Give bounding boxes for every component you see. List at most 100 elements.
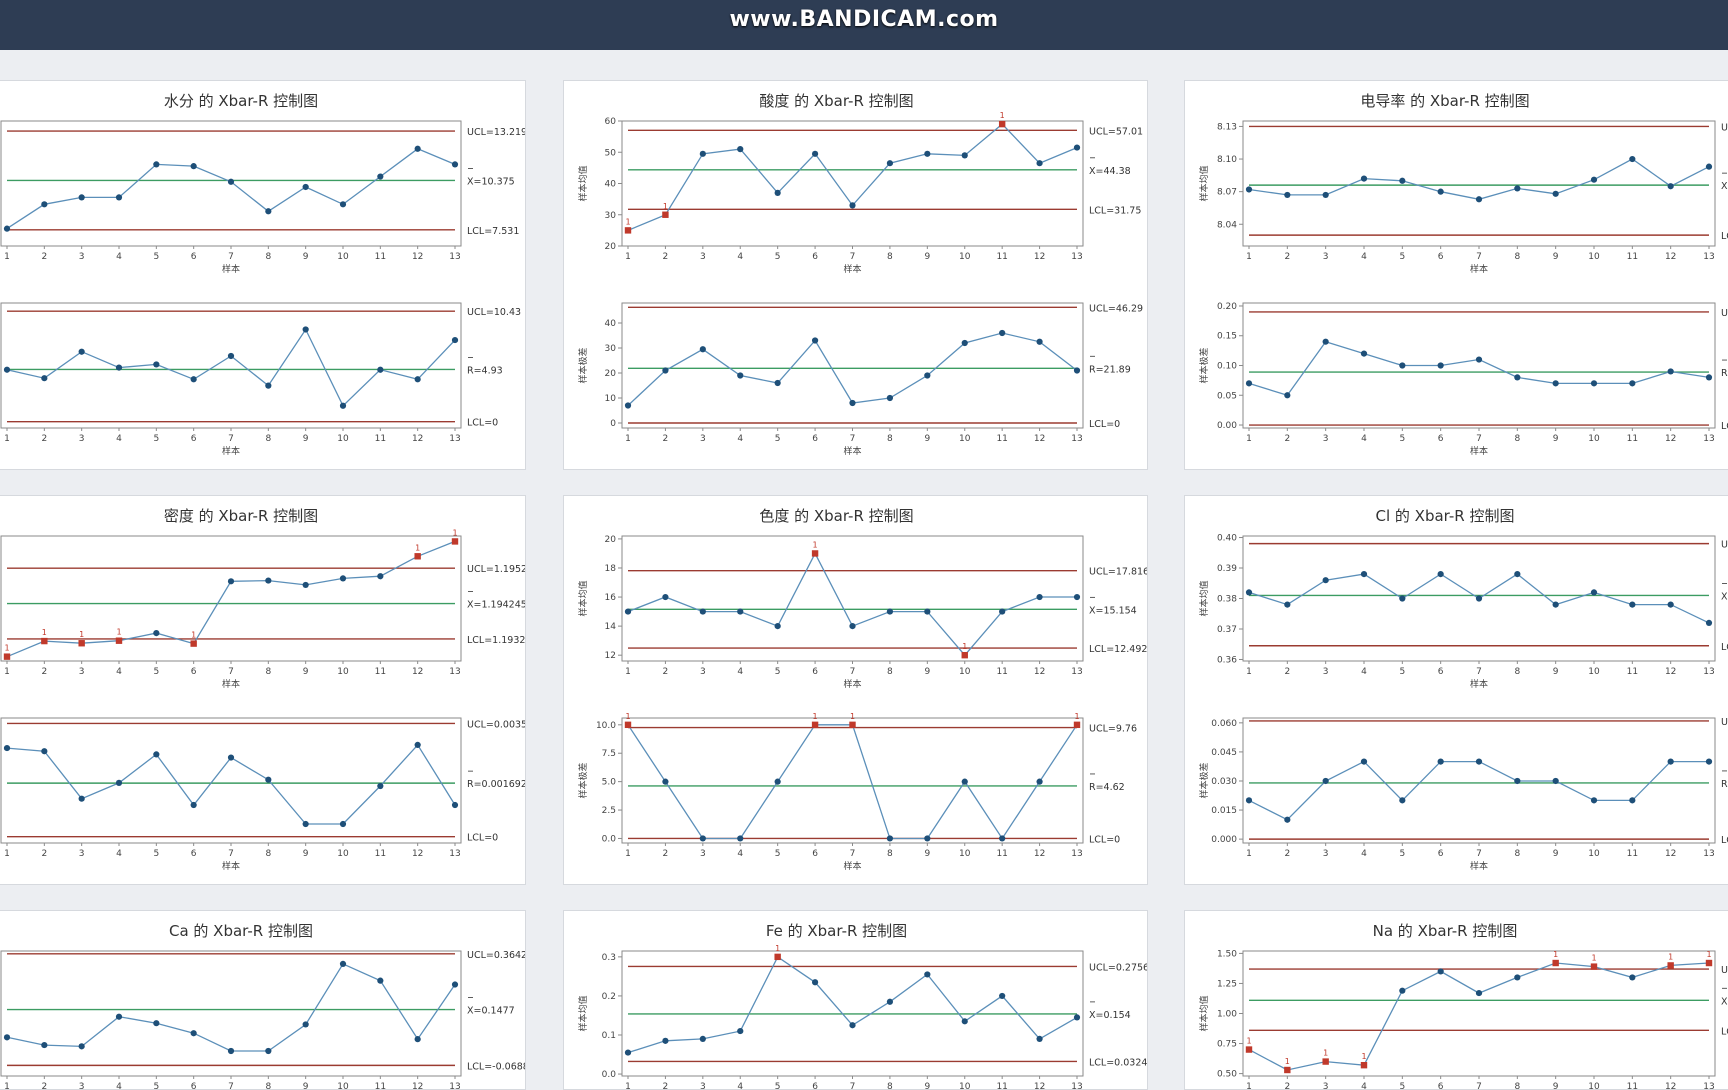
xbar-y-tick-label: 8.07	[1217, 188, 1237, 198]
xbar-x-tick-label: 11	[1627, 252, 1638, 262]
xbar-y-tick-label: 0.39	[1217, 564, 1237, 574]
xbar-x-tick-label: 12	[1665, 667, 1676, 677]
xbar-data-point	[1514, 185, 1521, 192]
xbar-x-tick-label: 4	[737, 667, 743, 677]
range-x-tick-label: 10	[959, 849, 971, 859]
xbar-x-tick-label: 6	[191, 252, 197, 262]
range-x-tick-label: 11	[996, 434, 1007, 444]
xbar-data-point	[1036, 160, 1043, 167]
control-chart-panel: Cl 的 Xbar-R 控制图 0.36 0.37 0.38 0.39 0.40 样本均值 U…	[1184, 495, 1728, 885]
range-data-point	[999, 835, 1006, 842]
range-x-tick-label: 8	[887, 434, 893, 444]
xbar-data-point	[3, 225, 11, 232]
range-x-tick-label: 4	[116, 434, 122, 444]
range-x-tick-label: 2	[41, 434, 47, 444]
xbar-flag-marker: 1	[663, 202, 668, 211]
range-ucl-label: UCL=0.	[1721, 717, 1728, 728]
range-x-axis-label: 样本	[843, 860, 861, 872]
xbar-x-tick-label: 2	[41, 252, 47, 262]
xbar-x-tick-label: 6	[1438, 252, 1444, 262]
xbar-flag-marker: 1	[1323, 1049, 1328, 1058]
xbar-data-point	[811, 150, 819, 157]
xbar-data-point	[115, 1013, 123, 1020]
xbar-ucl-label: UCL=0.3642	[467, 950, 526, 961]
xbar-data-point	[153, 161, 160, 168]
range-data-point	[265, 776, 272, 783]
xbar-center-label: X=8.0	[1721, 181, 1728, 192]
xbar-data-point	[78, 1043, 85, 1050]
xbar-data-point	[265, 208, 272, 215]
range-x-tick-label: 13	[449, 434, 460, 444]
xbar-x-axis-label: 样本	[843, 263, 861, 275]
control-chart-svg: 0.0 0.1 0.2 0.3 样本均值 UCL=0.2756 X=0.154 LCL=0.0…	[577, 944, 1147, 1090]
range-data-point	[41, 375, 48, 382]
xbar-center-label: X=1	[1721, 996, 1728, 1007]
range-x-tick-label: 9	[1553, 434, 1559, 444]
xbar-data-point	[1629, 974, 1636, 981]
xbar-data-point	[115, 194, 123, 201]
xbar-x-tick-label: 6	[812, 1082, 818, 1090]
range-data-point	[451, 336, 459, 344]
xbar-flagged-point	[1667, 962, 1674, 969]
range-x-tick-label: 3	[79, 849, 85, 859]
range-x-axis-label: 样本	[222, 445, 240, 457]
range-data-point	[1073, 367, 1081, 374]
xbar-series-line	[6, 148, 456, 230]
xbar-data-point	[811, 979, 819, 986]
range-series-line	[6, 328, 456, 407]
xbar-x-tick-label: 6	[191, 667, 197, 677]
range-data-point	[774, 379, 781, 387]
xbar-flag-marker: 1	[1246, 1037, 1251, 1046]
xbar-data-point	[377, 573, 384, 580]
xbar-x-tick-label: 4	[737, 1082, 743, 1090]
range-data-point	[737, 835, 744, 842]
range-data-point	[1705, 758, 1713, 765]
range-lcl-label: LCL=0	[1089, 419, 1120, 430]
xbar-x-tick-label: 7	[228, 667, 234, 677]
xbar-x-tick-label: 11	[996, 667, 1007, 677]
xbar-data-point	[1360, 571, 1368, 578]
xbar-flagged-point	[41, 637, 48, 645]
xbar-y-tick-label: 0.50	[1217, 1070, 1237, 1080]
xbar-center-label: X=44.38	[1089, 166, 1131, 177]
xbar-x-tick-label: 6	[812, 667, 818, 677]
range-x-tick-label: 5	[775, 434, 781, 444]
xbar-data-point	[1475, 196, 1483, 203]
xbar-center-label: X=0.1477	[467, 1006, 515, 1017]
xbar-x-tick-label: 4	[116, 1082, 122, 1090]
xbar-plot-frame	[621, 535, 1084, 662]
xbar-data-point	[451, 981, 459, 988]
xbar-flag-marker: 1	[452, 528, 457, 537]
xbar-y-tick-label: 8.04	[1217, 220, 1237, 230]
xbar-x-tick-label: 11	[375, 667, 386, 677]
control-chart-panel: 水分 的 Xbar-R 控制图 UCL=13.219 X=10.375 LCL=7.5…	[0, 80, 526, 470]
xbar-data-point	[227, 578, 235, 585]
range-x-tick-label: 6	[1438, 434, 1444, 444]
range-x-tick-label: 10	[1588, 434, 1600, 444]
xbar-x-tick-label: 9	[303, 1082, 309, 1090]
range-x-tick-label: 5	[153, 849, 159, 859]
xbar-lcl-label: LCL=8	[1721, 231, 1728, 242]
xbar-x-tick-label: 11	[996, 1082, 1007, 1090]
xbar-data-point	[41, 1041, 48, 1049]
xbar-y-tick-label: 60	[605, 117, 617, 127]
range-flag-marker: 1	[1074, 712, 1079, 721]
range-x-tick-label: 10	[959, 434, 971, 444]
xbar-data-point	[1667, 601, 1674, 608]
xbar-data-point	[1073, 1014, 1081, 1021]
range-data-point	[1399, 362, 1406, 369]
xbar-y-axis-label: 样本均值	[1198, 165, 1210, 201]
xbar-x-tick-label: 8	[887, 667, 893, 677]
xbar-data-point	[1705, 619, 1713, 626]
range-data-point	[1629, 380, 1636, 387]
xbar-x-tick-label: 6	[812, 252, 818, 262]
range-y-tick-label: 0.0	[602, 834, 617, 844]
range-data-point	[1705, 374, 1713, 381]
xbar-x-tick-label: 9	[1553, 1082, 1559, 1090]
xbar-x-tick-label: 13	[1071, 1082, 1082, 1090]
xbar-data-point	[624, 1049, 632, 1056]
range-data-point	[377, 366, 384, 373]
xbar-flagged-point	[190, 640, 197, 647]
range-series-line	[627, 332, 1078, 406]
xbar-x-tick-label: 9	[1553, 667, 1559, 677]
